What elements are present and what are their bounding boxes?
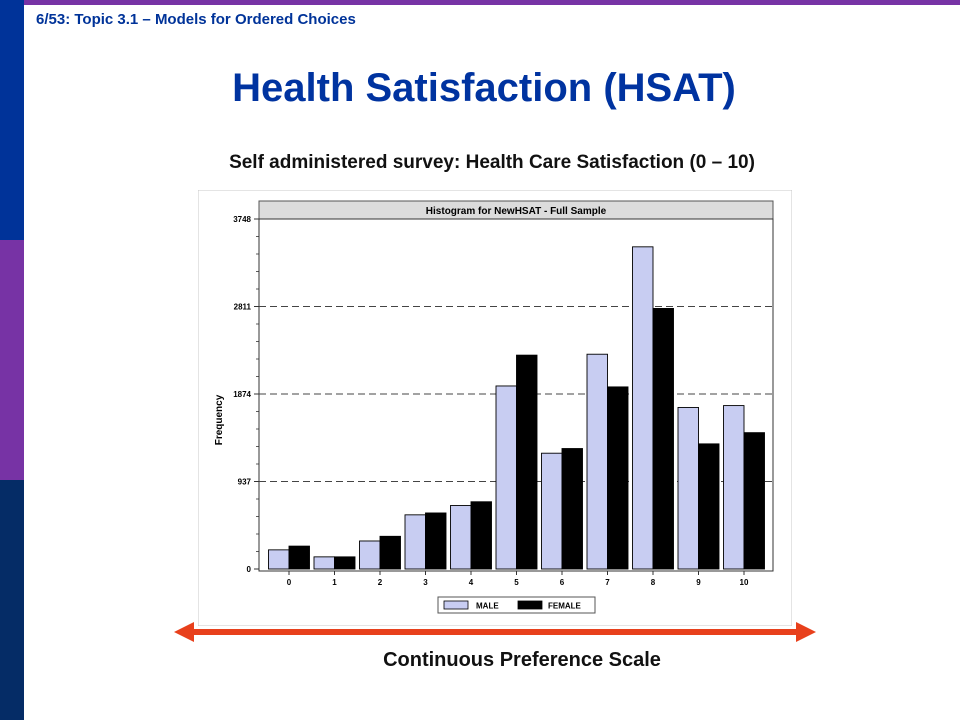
arrow-head-left xyxy=(174,622,194,642)
x-tick-label: 4 xyxy=(469,578,474,587)
slide-title: Health Satisfaction (HSAT) xyxy=(232,66,736,110)
y-tick-label: 2811 xyxy=(234,303,252,312)
legend-box xyxy=(437,596,596,614)
x-tick-label: 9 xyxy=(696,578,701,587)
x-tick-label: 6 xyxy=(560,578,565,587)
x-tick-label: 5 xyxy=(514,578,519,587)
bar-male-7 xyxy=(586,353,608,570)
bar-female-1 xyxy=(334,556,356,570)
y-tick-label: 3748 xyxy=(233,215,251,224)
scale-label: Continuous Preference Scale xyxy=(383,649,661,671)
bar-female-10 xyxy=(743,432,765,570)
left-accent-bar-middle xyxy=(0,240,24,480)
legend-label-male: MALE xyxy=(476,602,499,611)
x-tick-label: 8 xyxy=(651,578,656,587)
preference-scale-arrow xyxy=(174,622,816,642)
slide-subtitle: Self administered survey: Health Care Sa… xyxy=(229,152,755,173)
bar-female-4 xyxy=(470,501,492,570)
left-accent-bar-bottom xyxy=(0,480,24,720)
legend-swatch-female xyxy=(517,600,543,610)
x-tick-label: 3 xyxy=(423,578,428,587)
legend-swatch-male xyxy=(443,600,469,610)
x-tick-label: 1 xyxy=(332,578,337,587)
bars xyxy=(268,246,765,570)
bar-female-9 xyxy=(698,443,720,570)
y-tick-label: 937 xyxy=(238,478,252,487)
bar-female-3 xyxy=(425,512,447,570)
chart-title: Histogram for NewHSAT - Full Sample xyxy=(426,206,607,217)
bar-male-0 xyxy=(268,549,290,570)
y-tick-label: 1874 xyxy=(233,390,251,399)
x-axis-ticks: 0 1 2 3 4 5 6 7 8 9 10 xyxy=(287,571,749,587)
left-accent-bar-top xyxy=(0,0,24,240)
x-tick-label: 2 xyxy=(378,578,383,587)
x-tick-label: 0 xyxy=(287,578,292,587)
bar-female-0 xyxy=(288,545,310,570)
histogram-chart: Histogram for NewHSAT - Full Sample Freq… xyxy=(198,190,792,626)
slide-header: 6/53: Topic 3.1 – Models for Ordered Cho… xyxy=(36,11,356,28)
bar-male-10 xyxy=(723,405,745,570)
arrow-head-right xyxy=(796,622,816,642)
bar-male-4 xyxy=(450,505,472,570)
bar-female-7 xyxy=(607,386,629,570)
bar-female-5 xyxy=(516,354,538,570)
bar-female-8 xyxy=(652,308,674,570)
y-axis-label: Frequency xyxy=(214,394,225,445)
bar-male-3 xyxy=(404,514,426,570)
arrow-shaft xyxy=(192,629,798,635)
bar-male-6 xyxy=(541,452,563,570)
x-tick-label: 7 xyxy=(605,578,610,587)
y-tick-label: 0 xyxy=(247,565,252,574)
legend: MALE FEMALE xyxy=(437,596,596,614)
bar-male-8 xyxy=(632,246,654,570)
y-axis-ticks: 0 937 1874 2811 3748 xyxy=(233,215,259,574)
top-accent-rule xyxy=(24,0,960,5)
bar-male-2 xyxy=(359,540,381,570)
bar-male-5 xyxy=(495,385,517,570)
x-tick-label: 10 xyxy=(740,578,749,587)
bar-male-9 xyxy=(677,406,699,570)
bar-male-1 xyxy=(313,556,335,570)
bar-female-6 xyxy=(561,448,583,570)
bar-female-2 xyxy=(379,535,401,570)
legend-label-female: FEMALE xyxy=(548,602,582,611)
